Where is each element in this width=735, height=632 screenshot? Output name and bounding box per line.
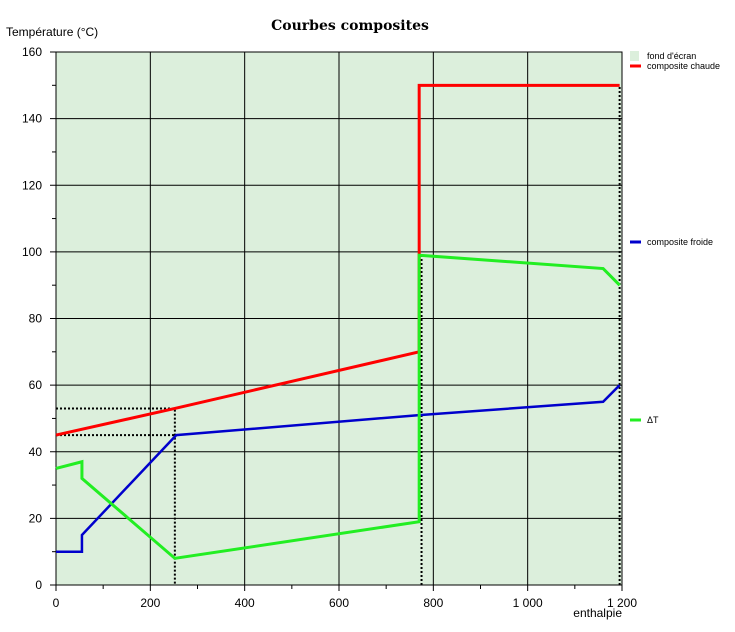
y-tick-label-7: 140 [22, 112, 42, 126]
x-tick-label-3: 600 [329, 596, 349, 610]
reference-lines [56, 85, 621, 585]
y-axis-title: Température (°C) [6, 25, 98, 39]
legend-label-cold: composite froide [647, 237, 713, 247]
x-axis-title: enthalpie [573, 606, 622, 620]
y-tick-label-1: 20 [29, 511, 43, 525]
x-tick-label-6: 1 200 [607, 596, 637, 610]
legend-label-hot: composite chaude [647, 61, 720, 71]
series-line-delta-t [55, 253, 621, 560]
x-tick-label-1: 200 [140, 596, 160, 610]
y-tick-labels: 0 20 40 60 80 100 120 140 160 [22, 45, 42, 592]
y-tick-label-5: 100 [22, 245, 42, 259]
y-tick-label-4: 80 [29, 312, 43, 326]
legend-swatch-background [630, 51, 639, 61]
legend: fond d'écran composite chaude composite … [630, 51, 720, 425]
chart-title: Courbes composites [271, 18, 429, 34]
x-tick-label-4: 800 [423, 596, 443, 610]
y-tick-label-2: 40 [29, 445, 43, 459]
legend-label-delta-t: ΔT [647, 415, 659, 425]
y-tick-label-0: 0 [35, 578, 42, 592]
minor-ticks [50, 51, 623, 591]
y-tick-label-8: 160 [22, 45, 42, 59]
reference-line-0 [56, 407, 176, 585]
legend-label-background: fond d'écran [647, 51, 696, 61]
x-tick-label-2: 400 [235, 596, 255, 610]
x-tick-label-0: 0 [53, 596, 60, 610]
x-tick-labels: 0 200 400 600 800 1 000 1 200 [53, 596, 638, 610]
series-line-cold-composite [56, 384, 621, 553]
x-tick-label-5: 1 000 [513, 596, 543, 610]
series-group [55, 83, 621, 560]
y-tick-label-3: 60 [29, 378, 43, 392]
y-tick-label-6: 120 [22, 178, 42, 192]
